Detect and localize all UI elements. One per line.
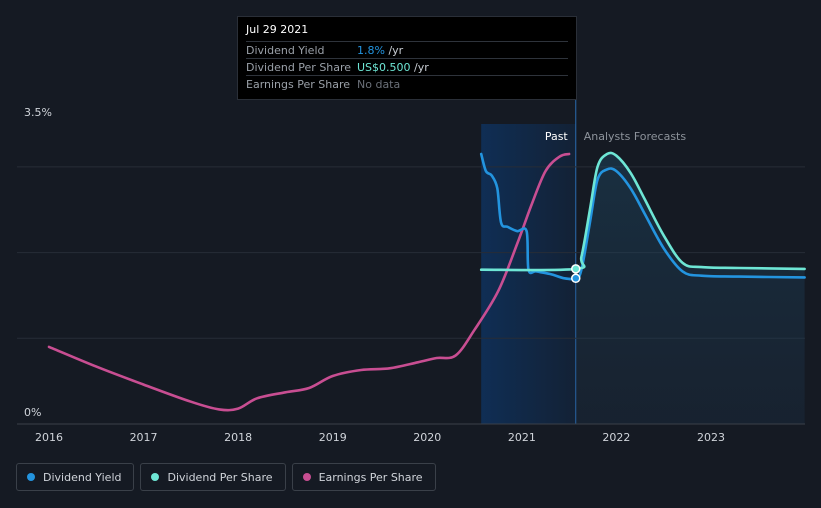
legend-item-dividend-yield[interactable]: Dividend Yield xyxy=(16,463,135,491)
hover-tooltip: Jul 29 2021 Dividend Yield 1.8% /yr Divi… xyxy=(237,16,577,100)
tooltip-date: Jul 29 2021 xyxy=(246,23,309,36)
tooltip-label: Dividend Per Share xyxy=(246,60,352,74)
y-tick-label-max: 3.5% xyxy=(24,106,52,119)
tooltip-value: US$0.500 /yr xyxy=(357,60,429,74)
x-tick-label: 2018 xyxy=(224,431,252,444)
forecast-area xyxy=(575,152,805,425)
legend-label: Dividend Yield xyxy=(43,470,122,484)
chart-legend: Dividend Yield Dividend Per Share Earnin… xyxy=(16,463,436,491)
legend-dot-icon xyxy=(27,473,35,481)
x-tick-label: 2020 xyxy=(413,431,441,444)
past-label: Past xyxy=(545,130,569,143)
x-tick-label: 2017 xyxy=(130,431,158,444)
legend-label: Earnings Per Share xyxy=(318,470,423,484)
series-line-dividend-per-share xyxy=(479,151,806,272)
forecast-label: Analysts Forecasts xyxy=(584,130,687,143)
series-line-earnings-per-share xyxy=(47,152,571,412)
legend-item-dividend-per-share[interactable]: Dividend Per Share xyxy=(140,463,286,491)
tooltip-value: No data xyxy=(357,77,401,91)
x-tick-label: 2019 xyxy=(319,431,347,444)
hover-marker-dividend-per-share xyxy=(571,264,581,274)
x-tick-label: 2022 xyxy=(602,431,630,444)
legend-dot-icon xyxy=(302,473,311,481)
tooltip-value: 1.8% /yr xyxy=(357,43,404,57)
tooltip-label: Dividend Yield xyxy=(246,43,325,57)
tooltip-row-dividend-yield: Dividend Yield 1.8% /yr xyxy=(246,41,568,58)
x-tick-label: 2016 xyxy=(35,431,63,444)
x-tick-label: 2023 xyxy=(697,431,725,444)
past-band xyxy=(481,124,576,424)
tooltip-row-earnings-per-share: Earnings Per Share No data xyxy=(246,75,568,92)
tooltip-row-dividend-per-share: Dividend Per Share US$0.500 /yr xyxy=(246,58,568,75)
hover-marker-dividend-yield xyxy=(571,273,581,284)
tooltip-label: Earnings Per Share xyxy=(246,77,351,91)
x-tick-label: 2021 xyxy=(508,431,536,444)
legend-label: Dividend Per Share xyxy=(167,470,273,484)
legend-dot-icon xyxy=(151,473,160,481)
legend-item-earnings-per-share[interactable]: Earnings Per Share xyxy=(291,463,436,491)
y-tick-label-min: 0% xyxy=(24,406,41,419)
